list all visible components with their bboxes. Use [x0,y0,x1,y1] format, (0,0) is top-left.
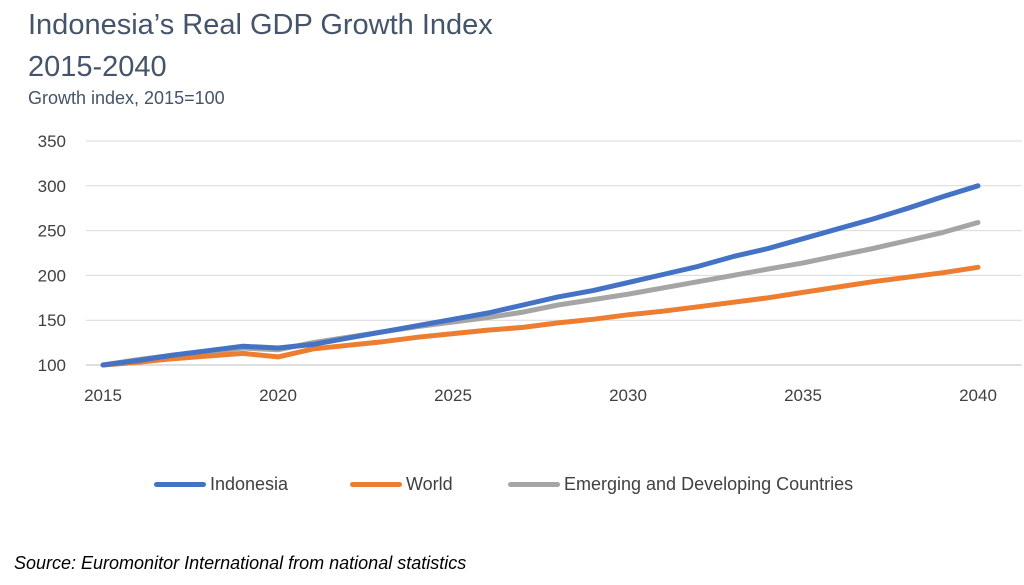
y-tick-label-250: 250 [38,222,66,241]
chart-subtitle: Growth index, 2015=100 [28,88,225,108]
chart-title: Indonesia’s Real GDP Growth Index 2015-2… [28,4,493,88]
y-tick-label-350: 350 [38,132,66,151]
x-tick-label-2025: 2025 [434,386,472,405]
y-tick-label-200: 200 [38,266,66,285]
x-tick-label-2015: 2015 [84,386,122,405]
y-tick-label-100: 100 [38,356,66,375]
line-chart: 100 150 200 250 300 350 2015 2020 2025 2030 2035 20… [38,132,1022,405]
series-line-indonesia [100,183,981,368]
legend-swatch-emerging [508,482,560,487]
legend-swatch-world [350,482,402,487]
x-tick-label-2040: 2040 [959,386,997,405]
x-tick-label-2030: 2030 [609,386,647,405]
legend-swatch-indonesia [154,482,206,487]
legend-label-indonesia: Indonesia [210,474,289,494]
chart-title-line-2: 2015-2040 [28,51,167,83]
source-note: Source: Euromonitor International from n… [14,553,467,573]
chart-title-line-1: Indonesia’s Real GDP Growth Index [28,9,493,41]
y-tick-label-300: 300 [38,177,66,196]
x-tick-label-2020: 2020 [259,386,297,405]
legend-label-world: World [406,474,453,494]
legend-item-world: World [350,474,453,495]
y-tick-label-150: 150 [38,311,66,330]
legend-label-emerging: Emerging and Developing Countries [564,474,854,494]
series-line-world [100,264,981,368]
legend-item-indonesia: Indonesia [154,474,288,495]
series-line-emerging-and-developing-countries [100,220,981,368]
chart-legend: Indonesia World Emerging and Developing … [0,474,1024,498]
x-tick-label-2035: 2035 [784,386,822,405]
legend-item-emerging: Emerging and Developing Countries [508,474,853,495]
